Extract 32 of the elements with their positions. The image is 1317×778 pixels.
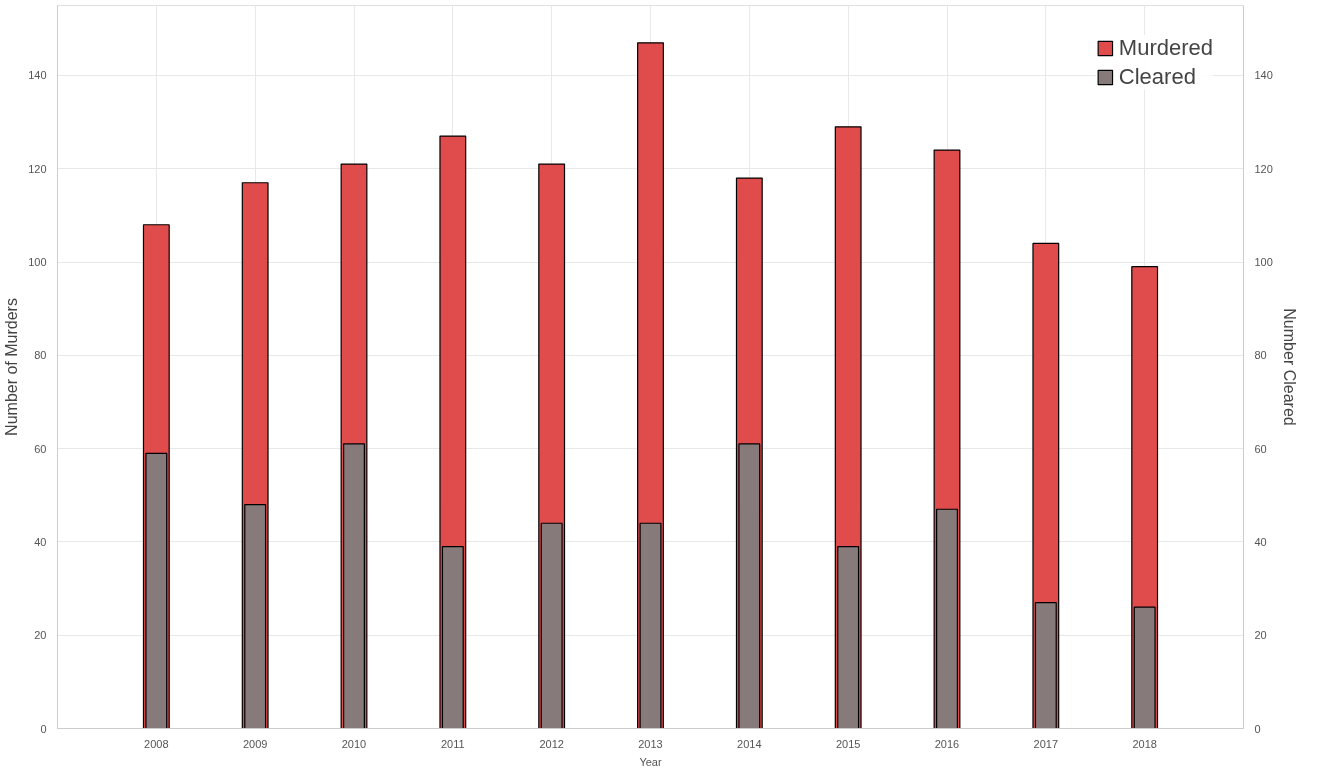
y-tick-label: 120 — [28, 162, 47, 175]
y2-tick-label: 40 — [1254, 535, 1267, 548]
y2-tick-label: 20 — [1254, 629, 1267, 642]
legend-label: Cleared — [1118, 64, 1196, 90]
x-tick-label: 2012 — [539, 737, 564, 750]
y-tick-label: 140 — [28, 69, 47, 82]
y2-tick-label: 120 — [1254, 162, 1273, 175]
y2-tick-label: 0 — [1254, 722, 1261, 735]
x-tick-label: 2018 — [1132, 737, 1157, 750]
y-axis-title: Number of Murders — [3, 298, 21, 436]
y-tick-label: 60 — [34, 442, 47, 455]
y2-tick-label: 100 — [1254, 256, 1273, 269]
y2-tick-label: 60 — [1254, 442, 1267, 455]
y-tick-label: 100 — [28, 256, 47, 269]
x-tick-label: 2017 — [1033, 737, 1059, 750]
x-tick-label: 2016 — [934, 737, 960, 750]
x-tick-label: 2013 — [638, 737, 663, 750]
y-tick-label: 20 — [34, 629, 47, 642]
y2-tick-label: 80 — [1254, 349, 1267, 362]
x-axis-title: Year — [639, 755, 662, 768]
y2-axis-title: Number Cleared — [1280, 308, 1298, 426]
x-tick-label: 2015 — [835, 737, 861, 750]
y-tick-label: 0 — [40, 722, 47, 735]
x-tick-label: 2010 — [341, 737, 367, 750]
x-tick-label: 2009 — [242, 737, 268, 750]
y-tick-label: 80 — [34, 349, 47, 362]
y2-tick-label: 140 — [1254, 69, 1273, 82]
y-tick-label: 40 — [34, 535, 47, 548]
x-tick-label: 2011 — [441, 737, 465, 750]
legend-label: Murdered — [1118, 35, 1213, 61]
x-tick-label: 2008 — [144, 737, 169, 750]
x-tick-label: 2014 — [737, 737, 762, 750]
